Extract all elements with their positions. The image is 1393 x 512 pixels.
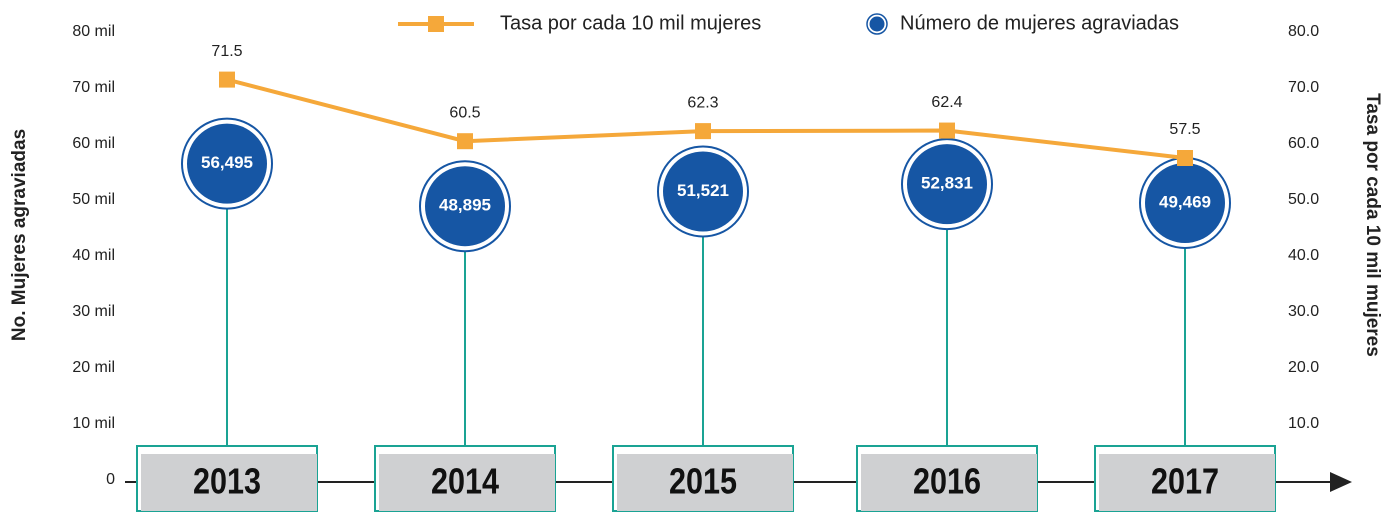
year-box: [1099, 454, 1275, 511]
bubble: [1145, 162, 1225, 243]
y2-tick-label: 30.0: [1288, 303, 1319, 320]
y2-tick-label: 80.0: [1288, 23, 1319, 40]
data-label: 48,895: [439, 196, 491, 215]
year-box: [617, 454, 793, 511]
line-marker: [939, 122, 955, 139]
y2-tick-label: 60.0: [1288, 135, 1319, 152]
y-axis-title: No. Mujeres agraviadas: [9, 129, 30, 341]
legend-marker: [869, 16, 885, 32]
legend-marker: [428, 16, 444, 32]
y-tick-label: 50 mil: [72, 191, 115, 208]
x-tick-label: 2013: [193, 462, 261, 502]
data-label: 62.4: [931, 94, 962, 111]
y2-axis-title: Tasa por cada 10 mil mujeres: [1362, 93, 1383, 357]
line-marker: [219, 71, 235, 88]
line-marker: [1177, 150, 1193, 166]
x-tick-label: 2015: [669, 462, 737, 502]
bubble: [187, 123, 267, 204]
y2-tick-label: 40.0: [1288, 247, 1319, 264]
line-marker: [695, 123, 711, 140]
data-label: 62.3: [687, 94, 718, 111]
bubble: [425, 166, 505, 247]
y-tick-label: 0: [106, 471, 115, 488]
legend-label: Tasa por cada 10 mil mujeres: [500, 12, 761, 34]
axis-arrow: [1330, 472, 1352, 492]
data-label: 49,469: [1159, 192, 1211, 211]
y-tick-label: 20 mil: [72, 359, 115, 376]
bubble: [907, 144, 987, 225]
x-tick-label: 2017: [1151, 462, 1219, 502]
y2-tick-label: 10.0: [1288, 415, 1319, 432]
y-tick-label: 40 mil: [72, 247, 115, 264]
data-label: 51,521: [677, 181, 729, 200]
y2-tick-label: 20.0: [1288, 359, 1319, 376]
data-label: 60.5: [449, 104, 480, 121]
year-box: [141, 454, 317, 511]
y-tick-label: 80 mil: [72, 23, 115, 40]
data-label: 71.5: [211, 43, 242, 60]
data-label: 52,831: [921, 174, 973, 193]
year-box: [861, 454, 1037, 511]
x-tick-label: 2016: [913, 462, 981, 502]
year-box: [379, 454, 555, 511]
y2-tick-label: 70.0: [1288, 79, 1319, 96]
legend-label: Número de mujeres agraviadas: [900, 12, 1179, 34]
x-tick-label: 2014: [431, 462, 499, 502]
data-label: 56,495: [201, 153, 253, 172]
y-tick-label: 10 mil: [72, 415, 115, 432]
data-label: 57.5: [1169, 121, 1200, 138]
y-tick-label: 60 mil: [72, 135, 115, 152]
y2-tick-label: 50.0: [1288, 191, 1319, 208]
y-tick-label: 70 mil: [72, 79, 115, 96]
line-marker: [457, 133, 473, 150]
y-tick-label: 30 mil: [72, 303, 115, 320]
bubble: [663, 151, 743, 232]
